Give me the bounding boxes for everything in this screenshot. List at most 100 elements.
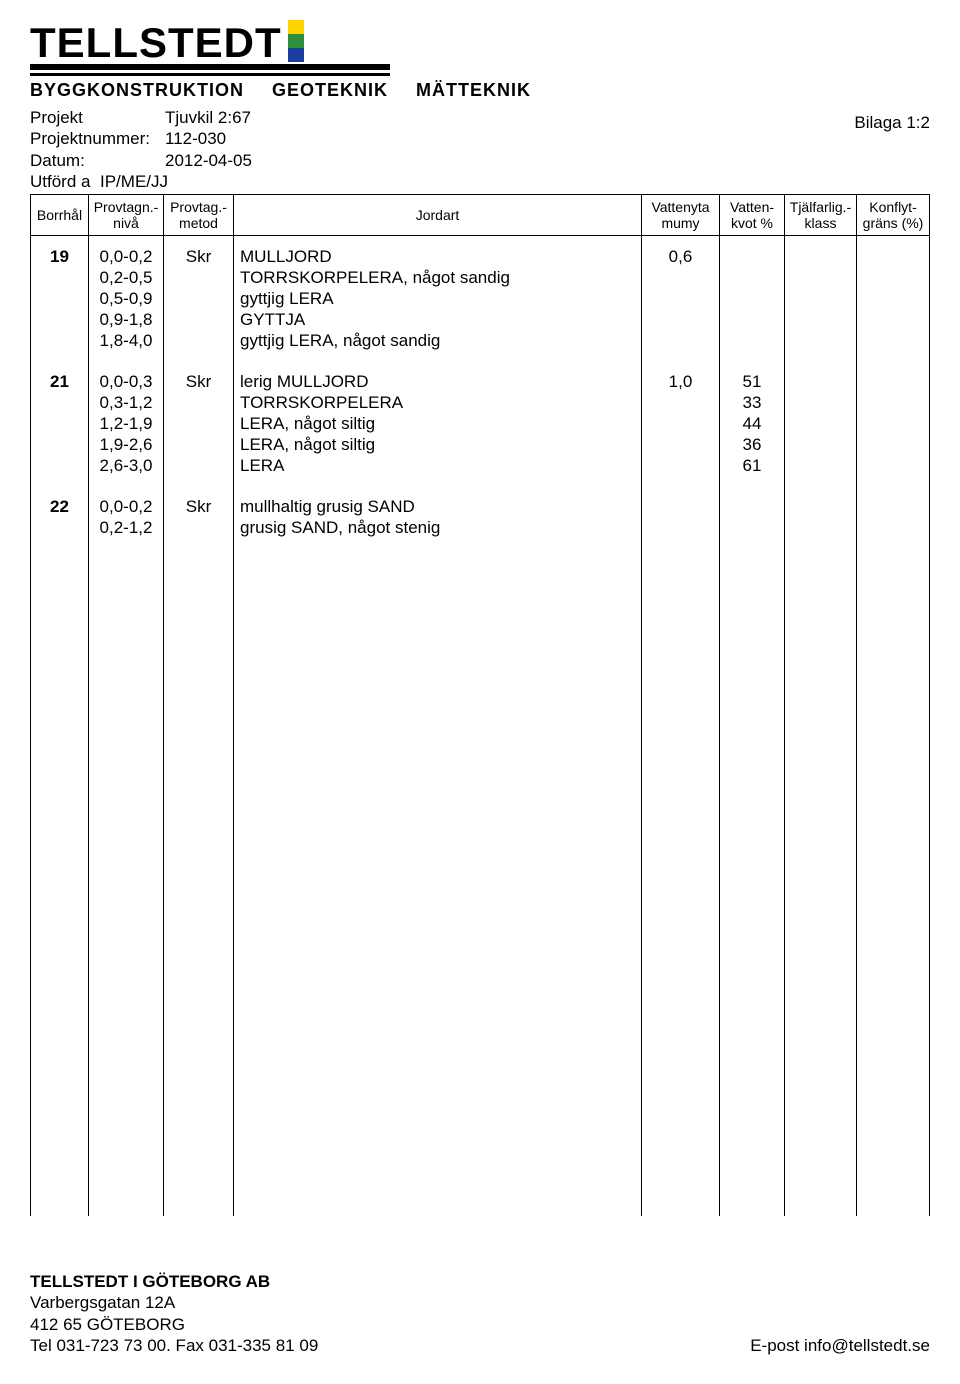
table-cell [724, 288, 780, 309]
th-konflyt-l2: gräns (%) [863, 215, 924, 231]
col-borrhal: 192122 [31, 236, 89, 1216]
footer-email: E-post info@tellstedt.se [750, 1335, 930, 1356]
table-cell [646, 434, 715, 455]
table-row-group [789, 246, 852, 351]
table-cell [789, 392, 852, 413]
table-cell: 0,2-1,2 [93, 517, 159, 538]
table-cell [646, 392, 715, 413]
table-cell [646, 496, 715, 517]
table-cell [646, 309, 715, 330]
footer: TELLSTEDT I GÖTEBORG AB Varbergsgatan 12… [30, 1271, 930, 1356]
table-cell [861, 517, 925, 538]
table-row-group: 19 [35, 246, 84, 351]
col-vattenyta: 0,61,0 [642, 236, 720, 1216]
table-cell [724, 246, 780, 267]
table-cell: LERA [240, 455, 637, 476]
table-cell [35, 288, 84, 309]
table-cell: 0,0-0,3 [93, 371, 159, 392]
table-cell [789, 455, 852, 476]
table-row-group [646, 496, 715, 538]
data-table: Borrhål Provtagn.- nivå Provtag.- metod … [30, 194, 930, 1216]
table-cell [724, 309, 780, 330]
table-row-group: lerig MULLJORDTORRSKORPELERALERA, något … [240, 371, 637, 476]
table-cell [861, 455, 925, 476]
th-niva-l1: Provtagn.- [94, 199, 159, 215]
th-borrhal-text: Borrhål [37, 207, 82, 223]
table-cell [861, 330, 925, 351]
th-jordart-text: Jordart [416, 207, 460, 223]
th-tjal-l2: klass [805, 215, 837, 231]
page: TELLSTEDT BYGGKONSTRUKTION GEOTEKNIK MÄT… [0, 0, 960, 1384]
meta-value-datum: 2012-04-05 [165, 150, 252, 171]
th-vatteny-l1: Vattenyta [651, 199, 709, 215]
logo-sub-3: MÄTTEKNIK [416, 80, 531, 101]
table-cell: MULLJORD [240, 246, 637, 267]
table-row-group: MULLJORDTORRSKORPELERA, något sandiggytt… [240, 246, 637, 351]
flag-stripe-green [288, 34, 304, 48]
table-cell: LERA, något siltig [240, 413, 637, 434]
table-cell: 0,5-0,9 [93, 288, 159, 309]
table-cell [168, 309, 229, 330]
table-row-group: 0,0-0,20,2-0,50,5-0,90,9-1,81,8-4,0 [93, 246, 159, 351]
table-cell [789, 330, 852, 351]
table-cell [861, 496, 925, 517]
table-cell [789, 496, 852, 517]
th-niva: Provtagn.- nivå [89, 195, 164, 235]
table-row-group [789, 371, 852, 476]
table-row-group: 0,0-0,30,3-1,21,2-1,91,9-2,62,6-3,0 [93, 371, 159, 476]
table-cell [35, 455, 84, 476]
table-row-group: 1,0 [646, 371, 715, 476]
table-row-group [861, 246, 925, 351]
table-cell [861, 434, 925, 455]
table-body: 192122 0,0-0,20,2-0,50,5-0,90,9-1,81,8-4… [31, 236, 929, 1216]
logo-underline [30, 64, 390, 76]
table-cell [35, 392, 84, 413]
table-cell [861, 309, 925, 330]
table-cell [724, 330, 780, 351]
table-cell: 51 [724, 371, 780, 392]
table-cell: 2,6-3,0 [93, 455, 159, 476]
logo-sub-1: BYGGKONSTRUKTION [30, 80, 244, 101]
table-cell: Skr [168, 496, 229, 517]
table-cell [168, 392, 229, 413]
th-vattenyta: Vattenyta mumy [642, 195, 720, 235]
table-cell: GYTTJA [240, 309, 637, 330]
meta-row-utford: Utförd a IP/ME/JJ [30, 171, 930, 192]
table-cell [789, 288, 852, 309]
table-cell [789, 246, 852, 267]
table-cell [861, 371, 925, 392]
col-konflyt [857, 236, 929, 1216]
table-cell: 1,9-2,6 [93, 434, 159, 455]
table-cell [789, 309, 852, 330]
th-tjal-l1: Tjälfarlig.- [790, 199, 851, 215]
table-row-group [724, 496, 780, 538]
table-cell: 1,0 [646, 371, 715, 392]
table-cell [724, 517, 780, 538]
table-cell [35, 413, 84, 434]
flag-stripe-yellow [288, 20, 304, 34]
meta-value-projekt: Tjuvkil 2:67 [165, 107, 251, 128]
meta-row-datum: Datum: 2012-04-05 [30, 150, 930, 171]
table-row-group [861, 496, 925, 538]
flag-stripe-blue [288, 48, 304, 62]
meta-value-projektnummer: 112-030 [165, 128, 226, 149]
table-cell: lerig MULLJORD [240, 371, 637, 392]
table-row-group: Skr [168, 246, 229, 351]
table-cell [168, 330, 229, 351]
table-cell [861, 267, 925, 288]
table-row-group [861, 371, 925, 476]
table-cell [789, 413, 852, 434]
table-cell [35, 267, 84, 288]
table-cell: 21 [35, 371, 84, 392]
table-cell [35, 309, 84, 330]
table-cell: LERA, något siltig [240, 434, 637, 455]
table-cell [646, 517, 715, 538]
th-borrhal: Borrhål [31, 195, 89, 235]
table-row-group: 5133443661 [724, 371, 780, 476]
table-cell [789, 434, 852, 455]
footer-company: TELLSTEDT I GÖTEBORG AB [30, 1271, 930, 1292]
table-cell [168, 455, 229, 476]
th-kvot: Vatten- kvot % [720, 195, 785, 235]
table-cell: 0,9-1,8 [93, 309, 159, 330]
table-cell [35, 517, 84, 538]
